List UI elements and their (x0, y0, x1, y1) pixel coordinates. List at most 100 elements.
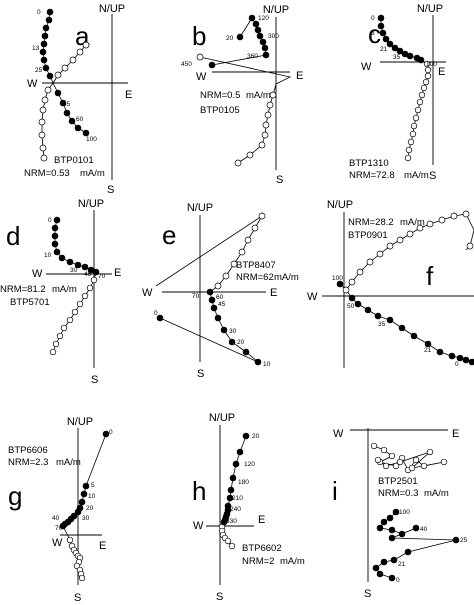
panel-g-step-label: 5 (91, 482, 95, 489)
panel-i-unit: mA/m (424, 488, 449, 499)
panel-g-step-label: 70 (55, 525, 63, 532)
panel-e-west-label: W (142, 287, 153, 299)
panel-e-unit: mA/m (274, 272, 299, 283)
panel-i-letter: i (332, 476, 338, 506)
panel-f-west-label: W (307, 291, 318, 303)
panel-g-horizontal-path (62, 433, 107, 527)
panel-i-east-label: E (452, 428, 459, 440)
panel-c-nup-label: N/UP (417, 3, 443, 15)
panel-e-site: BTP8407 (236, 260, 276, 271)
panel-d-west-label: W (32, 268, 43, 280)
panel-f-nup-label: N/UP (327, 199, 353, 211)
panel-d-south-label: S (91, 374, 98, 386)
panel-a-site: BTP0101 (54, 155, 94, 166)
panel-i-site: BTP2501 (378, 476, 418, 487)
panel-g-open-points (66, 536, 86, 582)
panel-h-filled-points (220, 432, 250, 526)
panel-g-nrm: NRM=2.3 (8, 457, 48, 468)
panel-e-east-label: E (270, 287, 277, 299)
panel-a-east-label: E (125, 89, 132, 101)
panel-h-step-label: 20 (252, 433, 260, 440)
panel-e-south-label: S (197, 368, 204, 380)
panel-a-nrm: NRM=0.53 (24, 168, 70, 179)
panel-e-letter: e (162, 220, 176, 250)
panel-e-step-label: 20 (237, 339, 245, 346)
panel-b-nrm: NRM=0.5 (200, 90, 240, 101)
panel-d-unit: mA/m (52, 284, 77, 295)
panel-g: N/UP E W S g BTP6606 NRM=2.3 mA/m 0 5 10… (8, 416, 113, 604)
panel-b-south-label: S (276, 174, 283, 186)
panel-g-south-label: S (74, 592, 81, 604)
panel-f-open-points (342, 210, 474, 294)
panel-h-nup-label: N/UP (209, 412, 235, 424)
panel-h-east-label: E (258, 514, 265, 526)
panel-f-letter: f (426, 261, 434, 291)
panel-b-step-label: 20 (226, 35, 234, 42)
panel-i-south-label: S (364, 588, 371, 600)
panel-e-nup-label: N/UP (187, 202, 213, 214)
panel-h-step-label: 210 (232, 495, 243, 502)
panel-g-step-label: 40 (52, 515, 60, 522)
panel-g-step-label: 10 (88, 493, 96, 500)
panel-h-step-label: 330 (226, 518, 237, 525)
panel-e-step-label: 70 (192, 293, 200, 300)
panel-f: N/UP W f NRM=28.2 mA/m BTP0901 100 50 35 (307, 199, 474, 368)
panel-c: N/UP E W S c BTP1310 NRM=72.8 mA/m 0 8 (349, 3, 446, 182)
panel-e-step-label: 45 (218, 301, 226, 308)
panel-i-step-label: 25 (460, 537, 468, 544)
panel-b-west-label: W (196, 71, 207, 83)
panel-g-step-label: 30 (82, 515, 90, 522)
panel-g-east-label: E (99, 540, 106, 552)
panel-c-west-label: W (361, 61, 372, 73)
panel-b-filled-points (208, 14, 270, 69)
panel-c-step-label: 8 (371, 30, 375, 37)
panel-d-step-label: 0 (48, 217, 52, 224)
panel-e: N/UP E W S e BTP8407 NRM=62 mA/m 70 60 4… (142, 202, 299, 380)
panel-b-unit: mA/m (246, 90, 271, 101)
panel-h-open-points (218, 523, 236, 550)
panel-h-south-label: S (216, 591, 223, 603)
panel-c-open-points (404, 60, 432, 162)
panel-c-site: BTP1310 (349, 158, 389, 169)
panel-h: N/UP E W S h BTP6602 NRM=2 mA/m 20 120 1… (192, 412, 305, 603)
panel-f-site: BTP0901 (348, 230, 388, 241)
panel-h-step-label: 240 (230, 506, 241, 513)
panel-b-step-label: 300 (268, 33, 279, 40)
panel-a-filled-points (39, 8, 90, 137)
panel-g-filled-points (59, 430, 110, 530)
panel-c-step-label: 35 (393, 54, 401, 61)
panel-i: W E S i BTP2501 NRM=0.3 mA/m 1 (332, 428, 468, 600)
panel-e-step-label: 10 (263, 361, 271, 368)
panel-g-step-label: 20 (86, 505, 94, 512)
panel-g-step-label: 0 (109, 429, 113, 436)
panel-d-nrm: NRM=81.2 (0, 284, 46, 295)
panel-i-nrm: NRM=0.3 (378, 488, 418, 499)
panel-a-south-label: S (107, 184, 114, 196)
panel-i-horizontal-path (375, 511, 457, 579)
panel-e-filled-points (156, 288, 262, 366)
panel-e-nrm: NRM=62 (236, 272, 274, 283)
panel-c-step-label: 21 (380, 46, 388, 53)
panel-d-step-label: 45 (84, 271, 92, 278)
panel-g-unit: mA/m (56, 457, 81, 468)
panel-b-open-points (196, 53, 277, 167)
panel-f-unit: mA/m (400, 217, 425, 228)
panel-b-letter: b (192, 21, 206, 51)
panel-c-unit: mA/m (404, 170, 429, 181)
panel-c-nrm: NRM=72.8 (349, 170, 395, 181)
panel-a-nup-label: N/UP (99, 3, 125, 15)
panel-e-step-label: 30 (229, 328, 237, 335)
panel-a-step-label: 60 (76, 116, 84, 123)
panel-i-step-label: 40 (420, 526, 428, 533)
panel-c-step-label: 0 (371, 15, 375, 22)
panel-h-step-label: 180 (238, 479, 249, 486)
panel-a-step-label: 45 (63, 101, 71, 108)
panel-b-site: BTP0105 (200, 105, 240, 116)
panel-f-filled-points (336, 280, 474, 366)
panel-b-step-label: 360 (247, 53, 258, 60)
panel-b: N/UP E W S b NRM=0.5 mA/m BTP0105 120 20… (181, 4, 303, 186)
panel-h-unit: mA/m (280, 556, 305, 567)
panel-d-open-points (49, 276, 98, 356)
panel-h-west-label: W (193, 520, 204, 532)
